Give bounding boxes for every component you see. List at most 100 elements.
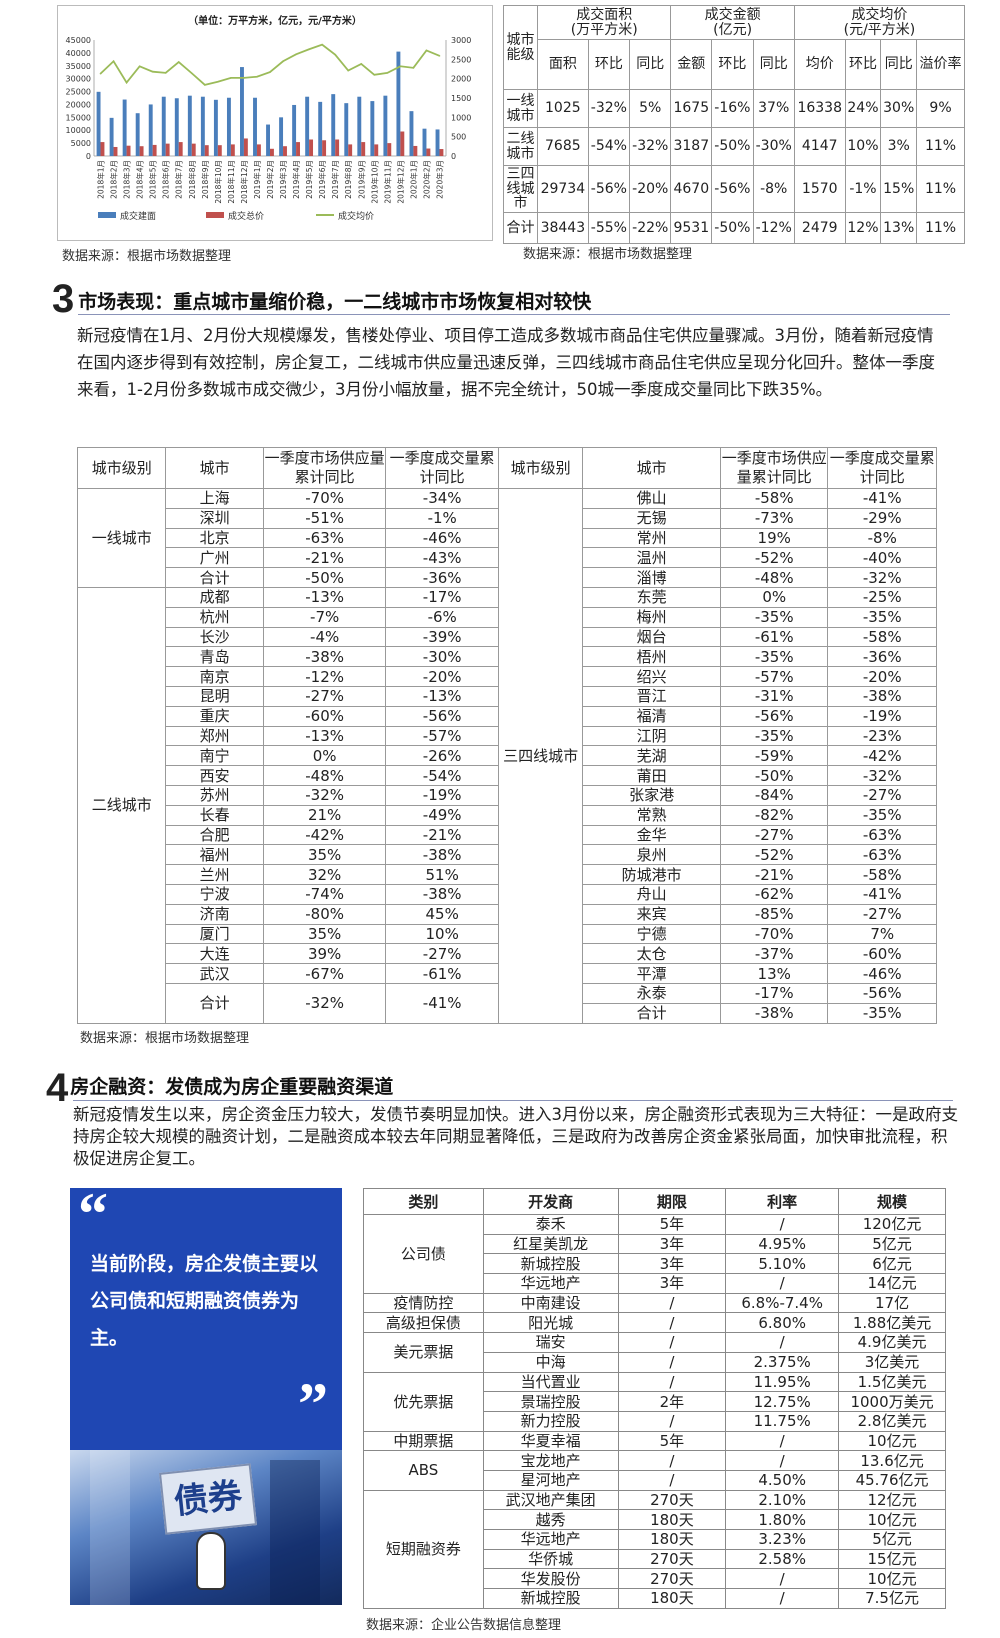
area-bar — [435, 129, 440, 156]
area-bar — [253, 97, 257, 156]
section-4-body: 新冠疫情发生以来，房企资金压力较大，发债节奏明显加快。进入3月份以来，房企融资形… — [73, 1105, 958, 1168]
table-cell: -50% — [711, 212, 754, 244]
table-row: 宁波 -74% -38% 舟山 -62% -41% — [78, 883, 937, 905]
price-total-bar — [178, 142, 183, 156]
table-cell: -35% — [719, 725, 829, 747]
area-bar — [383, 95, 388, 156]
table-cell: 厦门 — [165, 923, 264, 945]
price-total-bar — [256, 144, 261, 156]
table-cell: 1025 — [537, 89, 589, 128]
legend-swatch — [206, 212, 224, 218]
table-cell: 3.23% — [725, 1529, 840, 1550]
section-4-heading: 4 房企融资：发债成为房企重要融资渠道 — [46, 1068, 393, 1108]
table-cell: -56% — [711, 165, 754, 213]
table-cell: -56% — [719, 705, 829, 727]
table-cell: -12% — [262, 666, 387, 687]
area-bar — [213, 99, 218, 156]
x-tick: 2020年3月 — [434, 160, 444, 199]
column-header: 城市级别 — [497, 447, 584, 489]
table-cell: -38% — [719, 1002, 829, 1024]
table-cell: 2.10% — [725, 1489, 840, 1511]
table-cell: 成都 — [165, 586, 264, 608]
section-3-heading: 3 市场表现：重点城市量缩价稳，一二线城市市场恢复相对较快 — [52, 279, 591, 319]
table-cell: -70% — [719, 923, 829, 945]
table-row: 深圳 -51% -1% 无锡 -73% -29% — [78, 507, 937, 529]
table-cell: -63% — [827, 844, 937, 866]
table-cell: -30% — [752, 127, 795, 166]
table-cell: -50% — [719, 765, 829, 786]
table-cell: 红星美凯龙 — [482, 1233, 619, 1255]
table-row: 济南 -80% 45% 来宾 -85% -27% — [78, 903, 937, 925]
table-cell: 1.5亿美元 — [838, 1371, 946, 1393]
table-cell: 济南 — [165, 903, 264, 925]
table-cell: -1% — [844, 165, 882, 213]
table-cell: 无锡 — [582, 507, 721, 529]
table-cell: 武汉地产集团 — [482, 1489, 619, 1511]
table-cell: 9% — [916, 89, 965, 128]
table-cell: 180天 — [617, 1509, 727, 1530]
table-cell: 19% — [719, 527, 829, 549]
x-tick: 2018年12月 — [239, 160, 249, 204]
table-cell: 11% — [916, 212, 965, 244]
table-cell: 永泰 — [582, 982, 721, 1004]
table-cell: / — [725, 1568, 840, 1590]
category-label: 公司债 — [363, 1214, 484, 1294]
area-bar — [240, 67, 244, 156]
table-row: 二线城市 成都 -13% -17% 东莞 0% -25% — [76, 586, 937, 1024]
price-total-bar — [126, 145, 131, 156]
price-total-bar — [204, 145, 209, 156]
table-cell: -48% — [262, 765, 387, 786]
table-cell: 2.375% — [725, 1351, 840, 1373]
table-row: 南京 -12% -20% 绍兴 -57% -20% — [78, 666, 937, 687]
table-row: 星河地产/4.50% 45.76亿元 — [364, 1469, 946, 1491]
quote-text: 当前阶段，房企发债主要以公司债和短期融资债券为主。 — [90, 1253, 319, 1349]
y-tick-left: 30000 — [66, 75, 91, 84]
table-cell: -74% — [262, 883, 387, 905]
price-total-bar — [100, 142, 105, 156]
table-cell: -56% — [827, 982, 937, 1004]
x-tick: 2019年1月 — [252, 160, 262, 199]
price-total-bar — [217, 145, 222, 156]
table-row: 三四线城市 29734 -56% -20% 4670 -56% -8% 1570 -1% 15% 1… — [503, 165, 965, 213]
table-cell: 昆明 — [165, 685, 264, 707]
avg-price-point — [151, 70, 154, 73]
price-total-bar — [243, 138, 248, 156]
legend-label: 成交建面 — [120, 210, 156, 222]
table-cell: 2.8亿美元 — [838, 1410, 946, 1432]
price-total-bar — [361, 142, 366, 156]
column-header: 城市 — [582, 447, 721, 489]
table-cell: / — [617, 1332, 727, 1353]
x-tick: 2019年7月 — [330, 160, 340, 199]
area-bar — [174, 98, 179, 156]
table-cell: 7% — [827, 923, 937, 945]
table-cell: -62% — [719, 883, 829, 905]
table-cell: 华夏幸福 — [482, 1430, 619, 1452]
table-row: 厦门 35% 10% 宁德 -70% 7% — [78, 923, 937, 945]
table-cell: 12亿元 — [838, 1489, 946, 1511]
area-bar — [161, 96, 166, 156]
table-row: 景瑞控股 2年 12.75% 1000万美元 — [364, 1391, 946, 1412]
table-cell: -23% — [827, 725, 937, 747]
group-header: 成交均价 (元/平方米) — [793, 5, 966, 40]
divider — [73, 1100, 953, 1101]
table-cell: -80% — [262, 903, 387, 925]
avg-price-point — [308, 48, 310, 51]
table-cell: -32% — [262, 982, 387, 1024]
table-cell: 郑州 — [165, 725, 264, 747]
table-cell: -63% — [827, 824, 937, 846]
price-total-bar — [322, 140, 327, 156]
table-cell: 太仓 — [582, 943, 721, 965]
table-cell: -36% — [385, 567, 499, 588]
table-cell: -67% — [262, 963, 387, 984]
x-tick: 2018年3月 — [122, 160, 132, 199]
table-row: 中海/2.375% 3亿美元 — [364, 1351, 946, 1373]
avg-price-point — [164, 72, 167, 74]
table-cell: 5年 — [617, 1214, 727, 1235]
area-bar — [396, 51, 401, 156]
price-total-bar — [296, 142, 300, 156]
table-cell: 3年 — [617, 1233, 727, 1255]
x-tick: 2019年2月 — [265, 160, 275, 199]
column-header: 规模 — [838, 1188, 946, 1215]
table-cell: 莆田 — [582, 765, 721, 786]
table-cell: 5年 — [617, 1430, 727, 1452]
